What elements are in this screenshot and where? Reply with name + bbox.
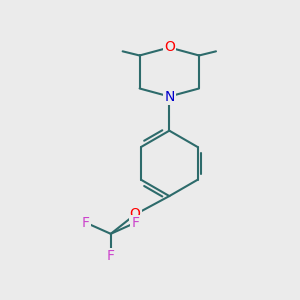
Text: O: O [130, 208, 141, 221]
Text: F: F [107, 249, 115, 263]
Text: F: F [82, 216, 90, 230]
Text: O: O [164, 40, 175, 55]
Text: F: F [131, 216, 139, 230]
Text: N: N [164, 89, 175, 103]
